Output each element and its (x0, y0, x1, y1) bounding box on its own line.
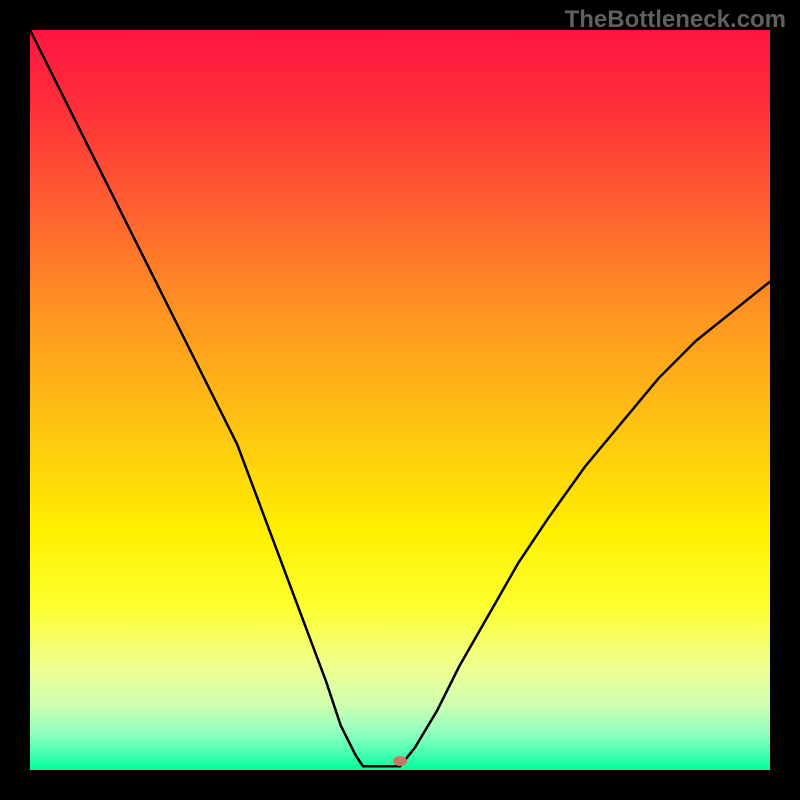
watermark-text: TheBottleneck.com (565, 6, 786, 34)
optimum-marker (393, 756, 407, 766)
plot-area (30, 30, 770, 770)
bottleneck-curve (30, 30, 770, 770)
chart-frame: TheBottleneck.com (0, 0, 800, 800)
